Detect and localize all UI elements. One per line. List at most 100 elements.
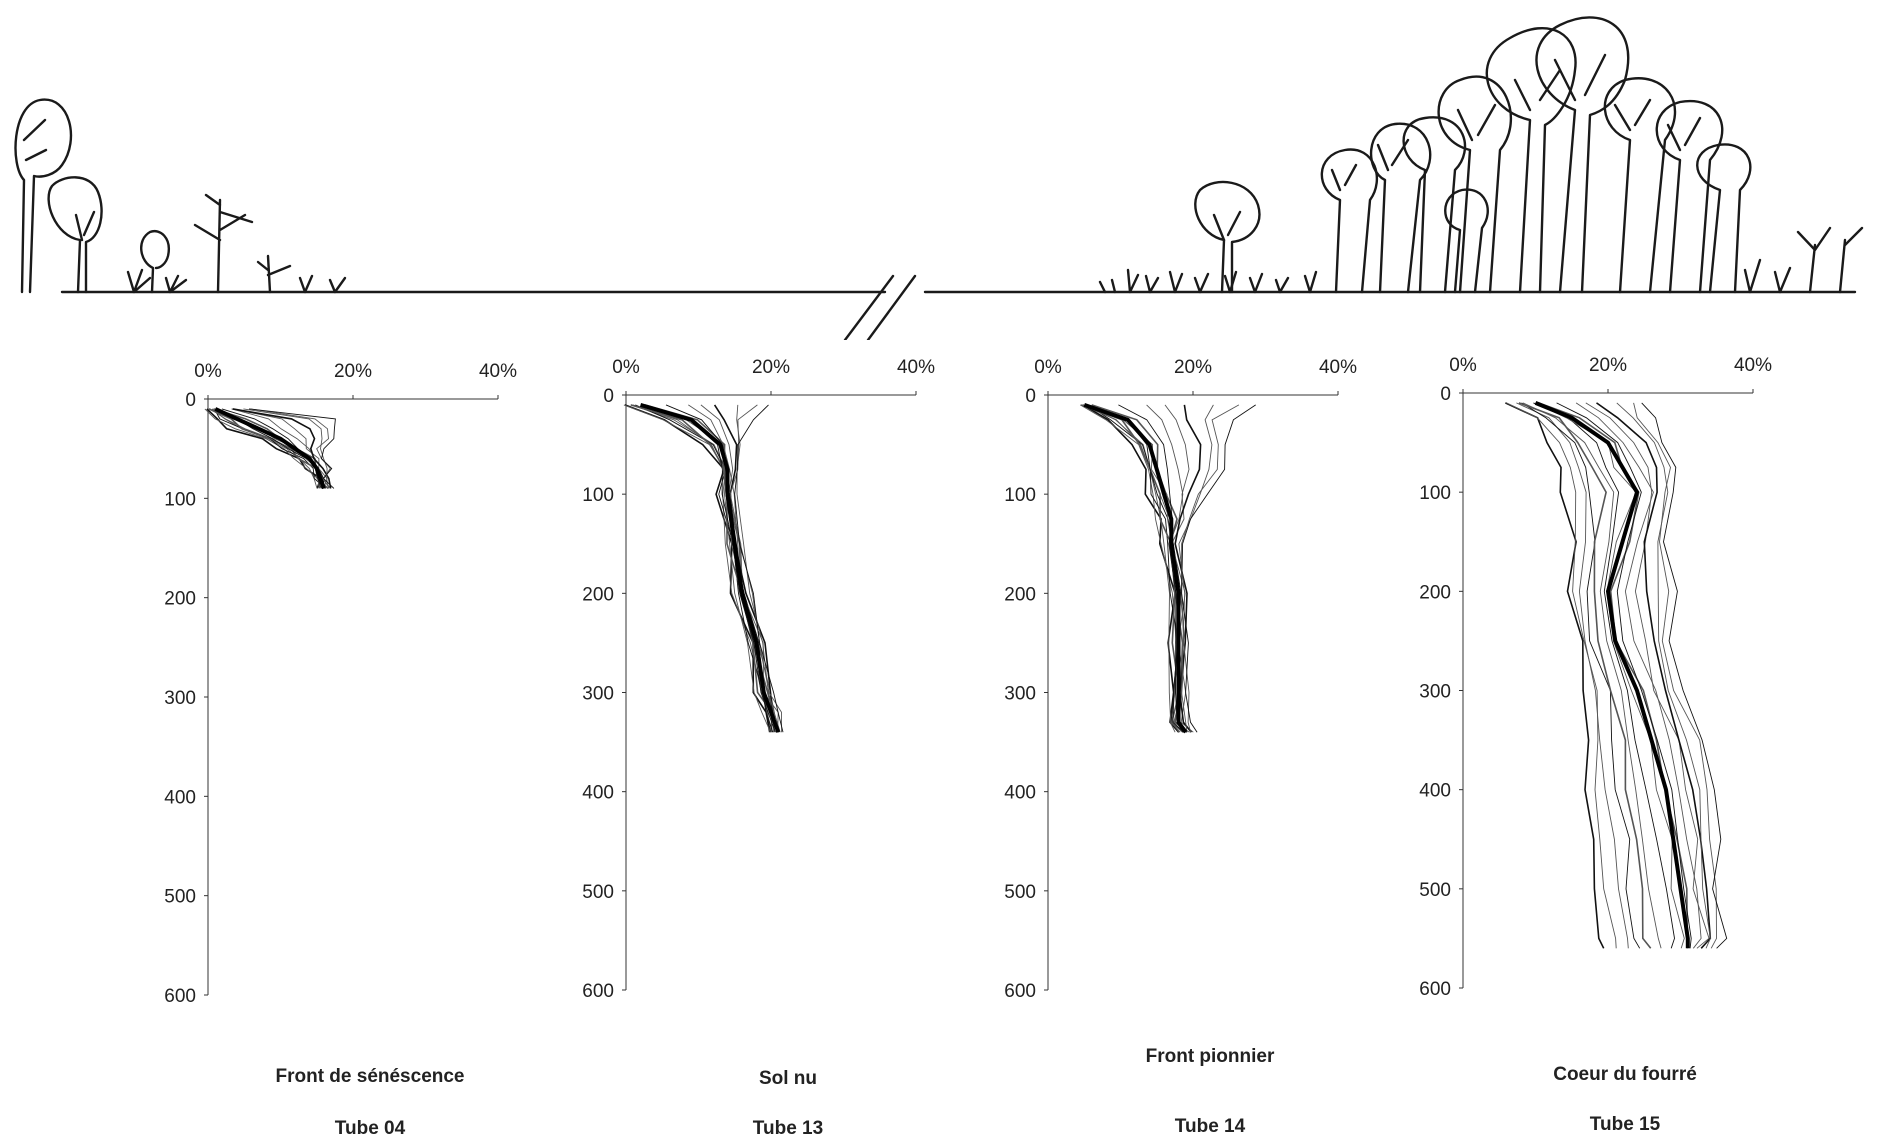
y-tick-label: 600 [164,986,196,1007]
x-tick-label: 20% [1589,355,1627,376]
profile-series-line [641,404,775,733]
profile-series-line [1505,402,1605,949]
y-tick-label: 300 [164,688,196,709]
profile-series-line [1181,404,1240,733]
profile-series-line [624,404,771,733]
profile-series-line [644,404,776,733]
x-tick-label: 20% [334,361,372,382]
profile-center-line [639,402,781,733]
profile-series-line [1521,402,1641,949]
chart-panel-tube-13: 0% 20% 40% 0 100 200 300 400 500 600 Sol nu Tube… [568,340,1008,1140]
panel-subtitle: Tube 15 [1589,1114,1661,1135]
y-tick-label: 200 [1004,584,1036,605]
profile-series-line [1585,402,1710,949]
y-tick-label: 400 [1419,781,1451,802]
y-tick-label: 400 [164,787,196,808]
x-tick-label: 40% [479,361,517,382]
profile-series-line [734,404,784,733]
profile-series-line [1556,402,1692,949]
profile-series-line [729,404,783,733]
y-tick-label: 0 [1440,384,1451,405]
y-tick-label: 200 [582,584,614,605]
profile-series-line [1082,404,1180,733]
profile-center-line [214,407,326,490]
y-tick-label: 500 [582,882,614,903]
y-tick-label: 200 [164,589,196,610]
profile-series-line [623,404,771,733]
profile-center-line [1083,403,1188,734]
profile-series-line [231,408,328,489]
chart-panel-tube-04: 0% 20% 40% 0 100 200 300 400 500 600 Front de sé… [150,340,590,1140]
y-tick-label: 300 [1419,682,1451,703]
panel-title: Sol nu [758,1068,818,1089]
profile-series-line [1633,402,1717,949]
y-tick-label: 200 [1419,582,1451,603]
profile-series-line [248,408,336,489]
y-tick-label: 500 [1004,882,1036,903]
profile-center-line [1534,401,1690,949]
y-tick-label: 100 [164,489,196,510]
panel-subtitle: Tube 14 [1174,1116,1246,1137]
x-tick-label: 0% [1034,357,1062,378]
y-tick-label: 600 [582,981,614,1002]
profile-series-line [736,404,781,733]
x-tick-label: 40% [1319,357,1357,378]
panel-title: Front de sénéscence [275,1066,465,1087]
y-tick-label: 0 [1025,386,1036,407]
profile-chart: 0% 20% 40% 0 100 200 300 400 500 600 [1004,357,1357,1002]
y-tick-label: 500 [1419,880,1451,901]
x-tick-label: 20% [752,357,790,378]
y-tick-label: 0 [185,390,196,411]
profile-series-line [1178,404,1214,733]
y-tick-label: 400 [582,783,614,804]
profile-series-line [1079,404,1177,733]
profile-series-line [1522,402,1662,949]
profile-series-line [1181,404,1256,733]
x-tick-label: 0% [1449,355,1477,376]
profile-series-line [1641,402,1728,949]
y-tick-label: 600 [1004,981,1036,1002]
y-tick-label: 600 [1419,979,1451,1000]
panel-subtitle: Tube 04 [334,1118,406,1139]
profile-series-line [1616,402,1711,949]
profile-series-line [631,404,771,733]
y-tick-label: 500 [164,887,196,908]
x-tick-label: 0% [612,357,640,378]
profile-series-line [1596,402,1712,949]
y-tick-label: 100 [582,485,614,506]
profile-chart: 0% 20% 40% 0 100 200 300 400 500 600 [164,361,517,1007]
y-tick-label: 100 [1004,485,1036,506]
y-tick-label: 300 [1004,684,1036,705]
panel-title: Front pionnier [1145,1046,1275,1067]
panel-title: Coeur du fourré [1553,1064,1697,1085]
profile-series-line [211,408,318,489]
profile-chart: 0% 20% 40% 0 100 200 300 400 500 600 [582,357,935,1002]
profile-series-line [1533,402,1675,949]
profile-series-line [632,404,773,733]
y-tick-label: 300 [582,684,614,705]
y-tick-label: 100 [1419,483,1451,504]
profile-series-line [1518,402,1652,949]
profile-series-line [1506,402,1617,949]
y-tick-label: 400 [1004,783,1036,804]
profile-series-line [206,408,322,489]
y-tick-label: 0 [603,386,614,407]
profile-series-line [630,404,773,733]
profile-series-line [1575,402,1702,949]
landscape-illustration [14,16,1864,340]
profile-chart: 0% 20% 40% 0 100 200 300 400 500 600 [1419,355,1772,1000]
x-tick-label: 20% [1174,357,1212,378]
profile-series-line [1516,402,1629,949]
profile-series-line [665,404,776,733]
profile-series-line [635,404,772,733]
x-tick-label: 40% [897,357,935,378]
x-tick-label: 40% [1734,355,1772,376]
chart-panel-tube-15: 0% 20% 40% 0 100 200 300 400 500 600 Coeur du fo… [1405,340,1845,1140]
panel-subtitle: Tube 13 [752,1118,824,1139]
x-tick-label: 0% [194,361,222,382]
profile-series-line [1086,404,1181,733]
chart-panel-tube-14: 0% 20% 40% 0 100 200 300 400 500 600 Front pionn… [990,340,1430,1140]
profile-series-line [214,408,326,489]
profile-series-line [700,404,779,733]
profile-series-line [209,408,325,489]
